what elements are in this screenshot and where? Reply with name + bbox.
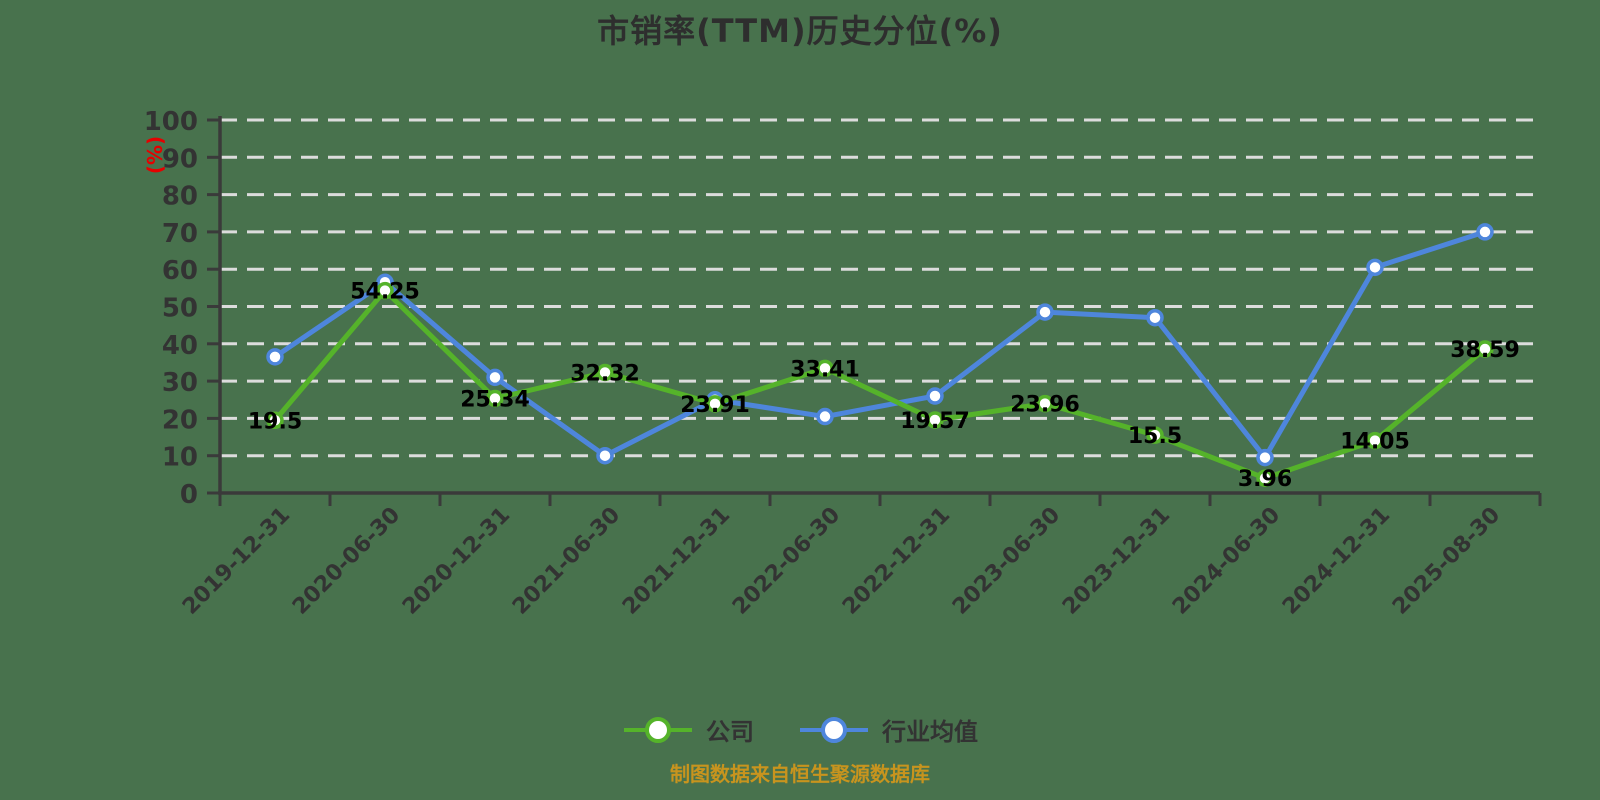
legend-label-company: 公司 [706,718,754,746]
x-tick-label: 2024-12-31 [1278,503,1395,620]
industry-data-point [1476,223,1494,241]
company-data-point [1146,426,1164,444]
x-tick-label: 2022-06-30 [728,503,845,620]
y-tick-label: 0 [180,480,198,510]
value-label: 3.96 [1238,467,1292,492]
industry-data-point [266,348,284,366]
x-tick-label: 2022-12-31 [838,503,955,620]
industry-data-point [1366,258,1384,277]
value-label: 33.41 [790,357,860,382]
value-label: 23.91 [680,393,750,418]
x-tick-label: 2023-06-30 [948,503,1065,620]
x-tick-label: 2020-12-31 [398,503,515,620]
industry-data-point [1146,308,1164,327]
industry-data-point [486,368,504,387]
company-data-point [1256,469,1274,487]
company-data-point [1036,394,1054,413]
company-data-point [1476,340,1494,358]
industry-legend-marker-icon [800,716,868,743]
legend-label-industry: 行业均值 [882,718,978,746]
y-tick-label: 30 [162,368,198,398]
company-data-point [486,389,504,408]
y-tick-label: 100 [144,107,198,137]
company-legend-marker-icon [624,716,692,743]
industry-data-point [596,446,614,465]
y-tick-label: 70 [162,219,198,249]
legend-item-industry[interactable]: 行业均值 [798,712,978,747]
value-label: 25.34 [460,387,530,412]
industry-data-point [1036,303,1054,321]
company-data-point [926,411,944,429]
legend: 公司 行业均值 [0,712,1600,747]
company-data-point [596,363,614,382]
company-data-point [706,395,724,413]
value-label: 38.59 [1450,338,1520,363]
x-tick-label: 2019-12-31 [178,503,295,620]
value-label: 19.5 [248,409,302,434]
y-tick-label: 90 [162,144,198,174]
legend-item-company[interactable]: 公司 [622,712,754,747]
value-label: 32.32 [570,361,640,386]
y-tick-label: 40 [162,331,198,361]
company-data-point [1366,431,1384,450]
x-tick-label: 2025-08-30 [1388,503,1505,620]
industry-data-point [1256,448,1274,467]
x-tick-label: 2023-12-31 [1058,503,1175,620]
value-label: 54.25 [350,280,420,305]
company-data-point [266,411,284,430]
x-tick-label: 2021-06-30 [508,503,625,620]
y-tick-label: 20 [162,405,198,435]
y-tick-label: 10 [162,443,198,473]
value-label: 23.96 [1010,393,1080,418]
value-label: 14.05 [1340,430,1410,455]
value-label: 15.5 [1128,424,1182,449]
y-tick-label: 60 [162,256,198,286]
industry-data-point [926,387,944,405]
value-label: 19.57 [900,409,970,434]
industry-line [272,229,1488,461]
y-tick-label: 80 [162,182,198,212]
chart-title: 市销率(TTM)历史分位(%) [597,12,1003,50]
x-tick-label: 2024-06-30 [1168,503,1285,620]
y-tick-label: 50 [162,294,198,324]
company-data-point [376,281,394,300]
industry-data-point [816,407,834,426]
source-note: 制图数据来自恒生聚源数据库 [670,762,930,786]
company-data-point [816,359,834,378]
company-line [272,288,1488,481]
x-tick-label: 2021-12-31 [618,503,735,620]
x-tick-label: 2020-06-30 [288,503,405,620]
